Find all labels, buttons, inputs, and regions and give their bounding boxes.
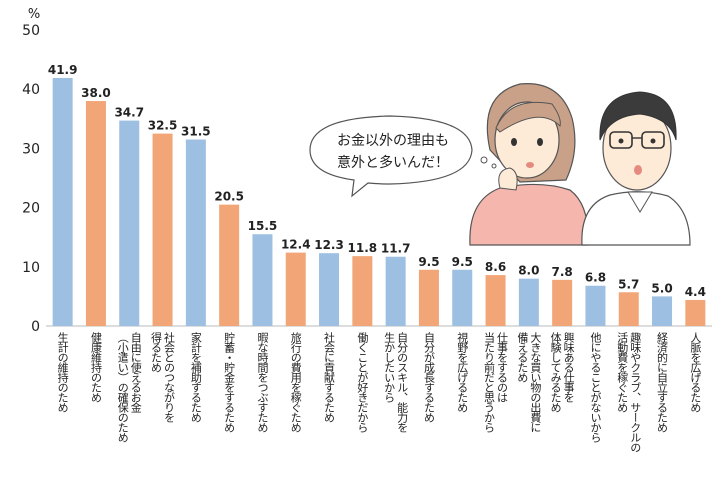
x-tick-label: 社会とのつながりを 得るため (149, 332, 176, 422)
speech-bubble (309, 115, 497, 198)
y-tick-label: 50 (22, 23, 40, 39)
bar (685, 299, 706, 326)
data-label: 11.8 (348, 241, 378, 255)
x-tick-label: 旅行の費用を稼ぐため (289, 332, 303, 432)
x-tick-label: 自由に使えるお金 （小遣い）の確保のため (116, 332, 143, 442)
data-label: 5.7 (618, 277, 639, 291)
x-tick-label: 趣味やクラブ、サークルの 活動費を稼ぐため (615, 332, 642, 452)
bar (252, 234, 273, 326)
data-label: 11.7 (381, 242, 411, 256)
data-label: 34.7 (114, 106, 144, 120)
bar (152, 133, 173, 326)
y-tick-label: 30 (22, 141, 40, 157)
bar-series: 41.938.034.7 32.5 31.5 20.5 15.512.4 12.3 11.8… (48, 63, 706, 327)
man-illustration (581, 91, 691, 246)
x-tick-label: 社会に貢献するため (322, 332, 336, 422)
bar (652, 296, 673, 326)
data-label: 9.5 (418, 255, 439, 269)
x-tick-label: 生計の維持のため (56, 332, 70, 412)
x-tick-label: 興味ある仕事を 体験してみるため (549, 332, 576, 412)
data-label: 41.9 (48, 63, 78, 77)
data-label: 9.5 (452, 255, 473, 269)
x-tick-label: 貯蓄・貯金をするため (222, 332, 236, 432)
data-label: 8.6 (485, 260, 506, 274)
bar (119, 120, 140, 327)
bar (585, 285, 606, 326)
bar (219, 204, 240, 326)
bar (352, 256, 373, 326)
x-tick-label: 家計を補助するため (189, 332, 203, 422)
bar (418, 269, 439, 326)
x-tick-label: 他にやることがないから (588, 332, 602, 442)
x-tick-label: 視野を広げるため (455, 332, 469, 412)
x-tick-label: 健康維持のため (89, 332, 103, 402)
bar (518, 278, 539, 326)
bar (285, 252, 306, 326)
bar (552, 279, 573, 326)
bar (618, 292, 639, 326)
data-label: 15.5 (248, 219, 278, 233)
x-tick-label: 自分のスキル、能力を 生かしたいから (382, 332, 409, 432)
woman-illustration (469, 83, 589, 246)
bar (452, 269, 473, 326)
bar (52, 77, 73, 327)
x-tick-label: 働くことが好きだから (355, 332, 369, 432)
bar (485, 275, 506, 326)
illustration (309, 83, 691, 246)
y-tick-label: 10 (22, 260, 40, 276)
data-label: 4.4 (685, 285, 706, 299)
y-tick-label: 40 (22, 82, 40, 98)
data-label: 12.4 (281, 238, 311, 252)
data-label: 8.0 (518, 264, 539, 278)
data-label: 7.8 (552, 265, 573, 279)
data-label: 32.5 (148, 119, 178, 133)
data-label: 5.0 (651, 281, 672, 295)
y-axis-unit: % (28, 7, 40, 22)
data-label: 20.5 (214, 190, 244, 204)
x-tick-label: 経済的に自立するため (655, 332, 669, 432)
data-label: 31.5 (181, 125, 211, 139)
x-tick-label: 大きな買い物の出費に 備えるため (515, 332, 542, 432)
bar (385, 256, 406, 326)
bar (319, 253, 340, 326)
y-tick-label: 20 (22, 201, 40, 217)
x-tick-label: 暇な時間をつぶすため (255, 332, 269, 432)
data-label: 12.3 (314, 238, 344, 252)
x-tick-label: 仕事をするのは 当たり前だと思うから (482, 332, 509, 432)
x-tick-label: 自分が成長するため (422, 332, 436, 422)
data-label: 6.8 (585, 271, 606, 285)
bar (185, 139, 206, 326)
bar (85, 101, 106, 326)
data-label: 38.0 (81, 86, 111, 100)
x-tick-label: 人脈を広げるため (688, 332, 702, 412)
y-tick-label: 0 (31, 319, 40, 335)
speech-bubble-text: お金以外の理由も 意外と多いんだ！ (337, 133, 449, 171)
